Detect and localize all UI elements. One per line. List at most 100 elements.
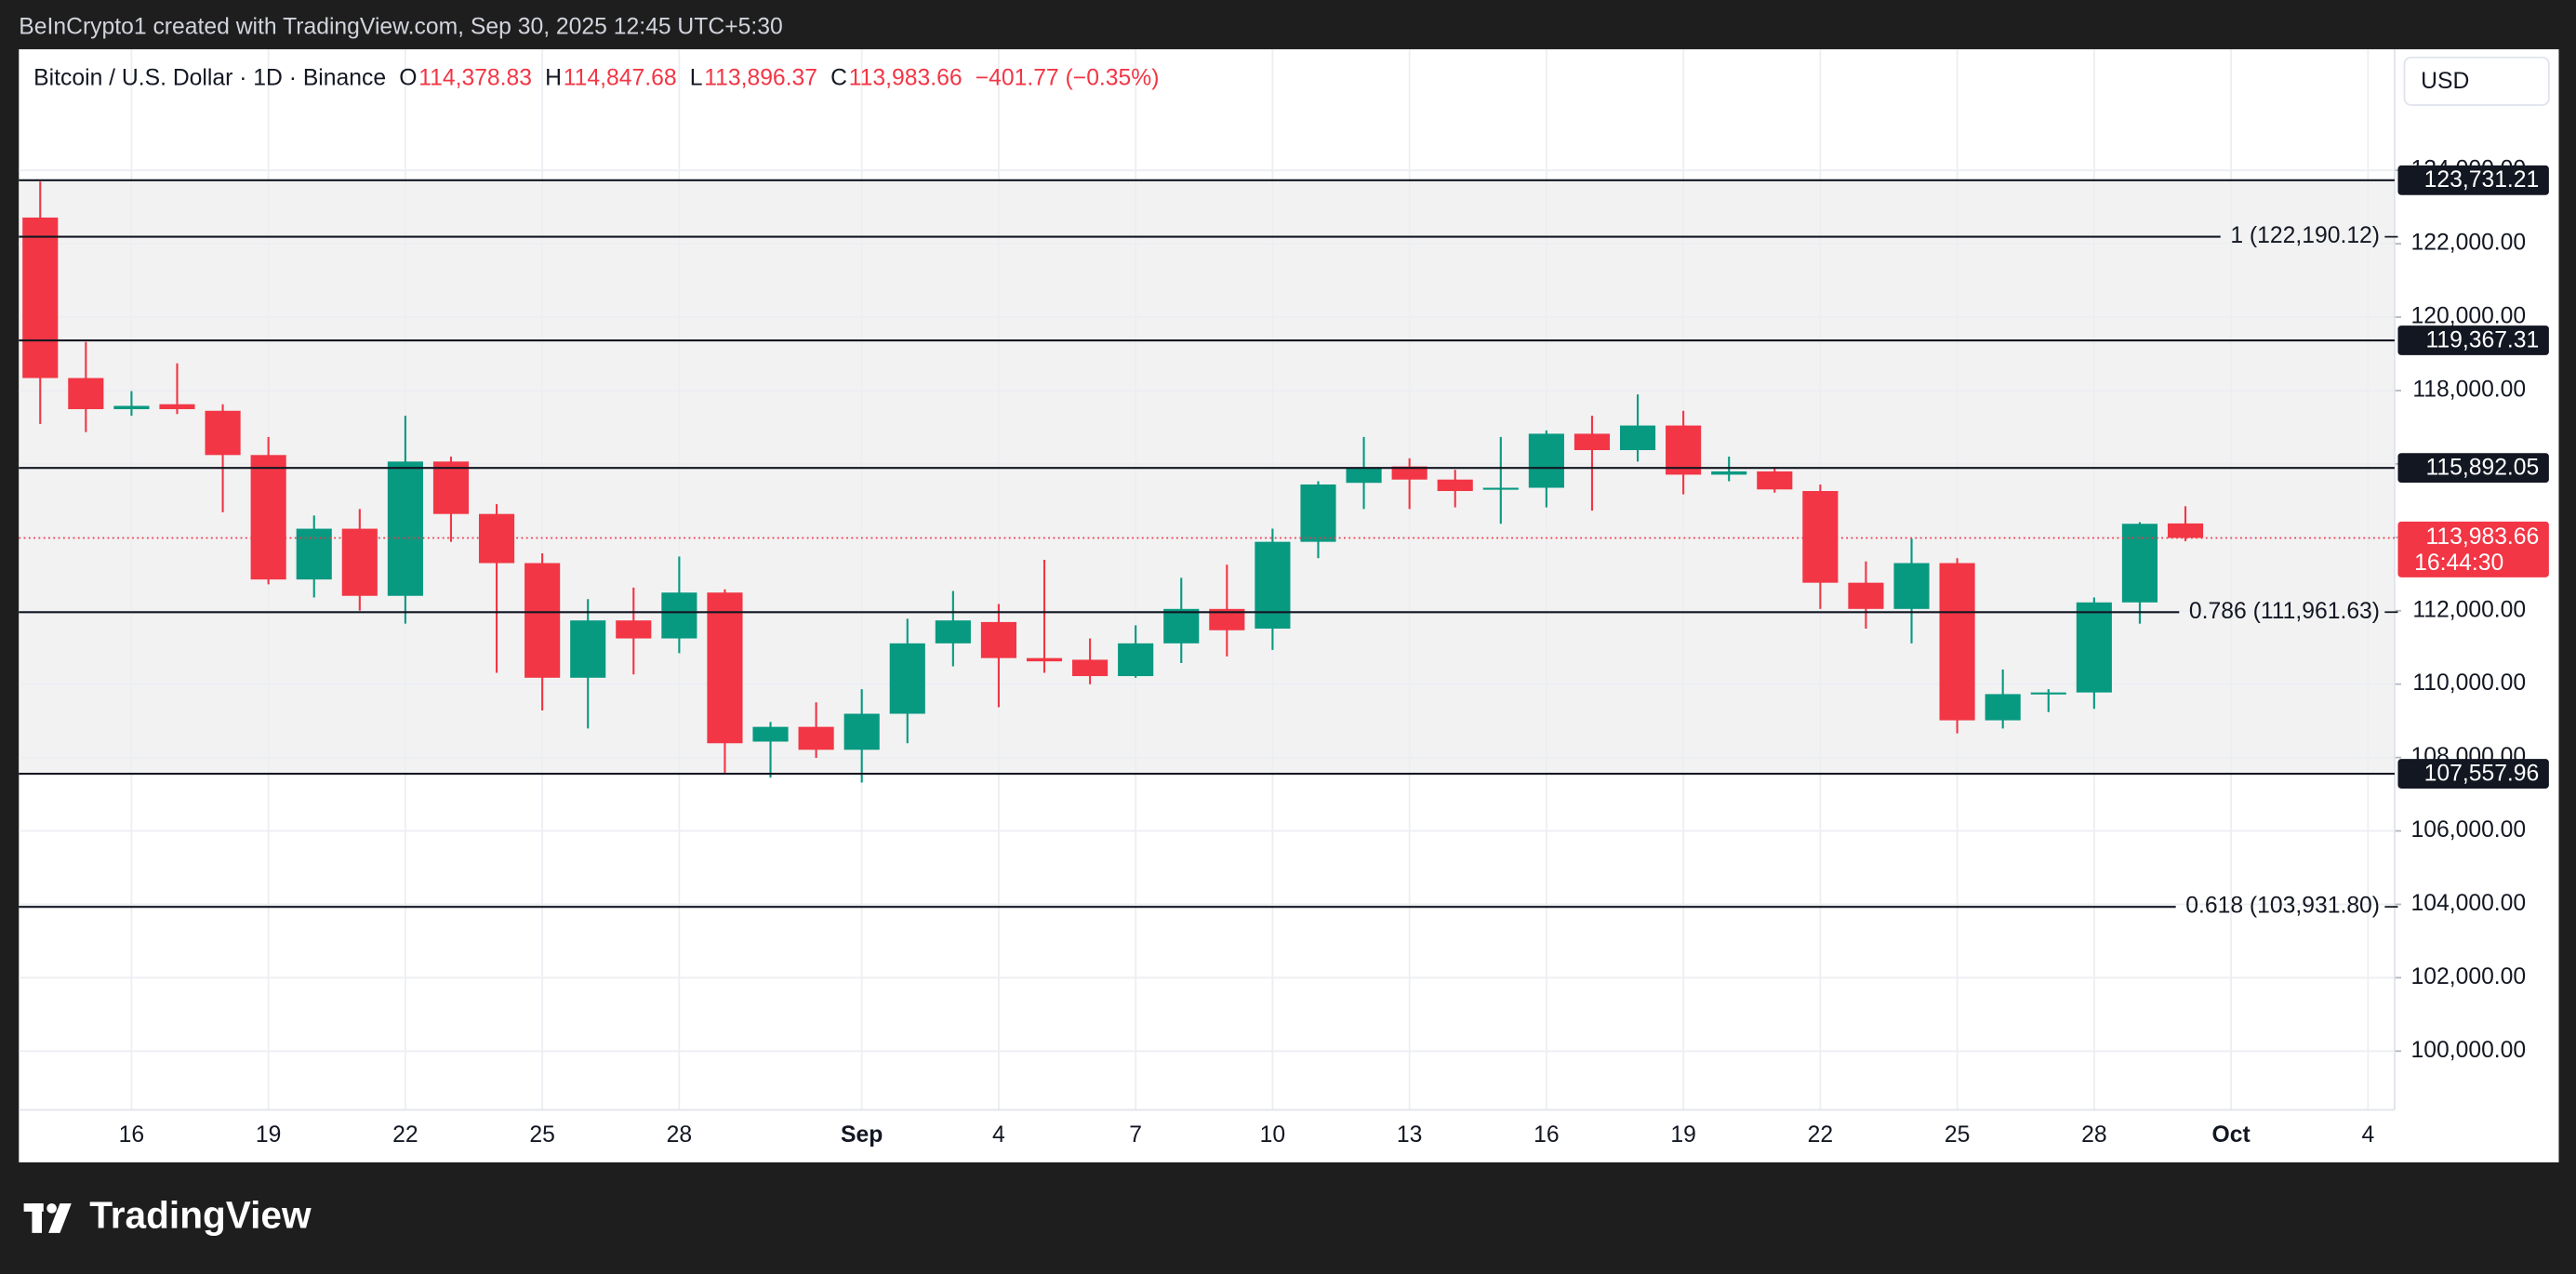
x-tick-label: 7: [1129, 1122, 1142, 1148]
candle-body: [1026, 657, 1063, 662]
candle-body: [1118, 643, 1154, 677]
candle-body: [2076, 602, 2112, 693]
candle-body: [1391, 466, 1427, 480]
candle-body: [250, 455, 286, 580]
candle-body: [22, 217, 59, 378]
candle-body: [205, 410, 241, 456]
currency-button[interactable]: [2403, 56, 2550, 106]
candle-body: [843, 713, 880, 750]
candle-body: [1163, 608, 1200, 644]
ohlc-key: O: [399, 65, 417, 90]
candle-body: [1209, 608, 1245, 630]
y-tick-label: 104,000.00: [2411, 891, 2527, 916]
candle-body: [1346, 468, 1382, 484]
candle-body: [1757, 471, 1793, 490]
candle-body: [387, 461, 423, 596]
candle-body: [1666, 425, 1702, 475]
candle-body: [1939, 563, 1975, 721]
candle-body: [889, 643, 925, 714]
candle-body: [661, 592, 697, 639]
candle-body: [1072, 659, 1109, 677]
candle-body: [1985, 694, 2021, 721]
x-tick-label: 4: [2361, 1122, 2374, 1148]
candle-body: [798, 726, 834, 750]
candle-body: [1619, 425, 1656, 451]
candle-body: [980, 621, 1016, 658]
candle-body: [1848, 582, 1884, 609]
candle-body: [1482, 487, 1519, 490]
level-label-box: [2397, 759, 2549, 789]
level-label-box: [2397, 453, 2549, 484]
level-label: 107,557.96: [2424, 761, 2540, 786]
y-tick-label: 102,000.00: [2411, 964, 2527, 989]
candle-body: [1255, 541, 1291, 629]
x-tick-label: 28: [667, 1122, 692, 1148]
y-tick-label: 106,000.00: [2411, 817, 2527, 843]
candle-body: [524, 563, 561, 678]
level-label: 119,367.31: [2425, 327, 2539, 352]
y-tick-label: 100,000.00: [2411, 1038, 2527, 1063]
y-tick-label: 112,000.00: [2412, 597, 2526, 622]
candle-body: [1300, 484, 1336, 542]
symbol: Bitcoin / U.S. Dollar · 1D · Binance: [33, 65, 386, 90]
y-tick-label: 122,000.00: [2411, 231, 2527, 256]
candle-body: [113, 405, 150, 409]
candle-body: [1893, 563, 1930, 609]
x-tick-label: 16: [119, 1122, 144, 1148]
candle-body: [2121, 524, 2158, 603]
candle-body: [1573, 433, 1611, 451]
currency[interactable]: USD: [2421, 69, 2469, 94]
ohlc-value: 114,378.83: [418, 65, 532, 90]
x-tick-label: 25: [1945, 1122, 1970, 1148]
candle-body: [616, 620, 652, 639]
x-tick-label: 19: [256, 1122, 281, 1148]
fib-label: 0.618 (103,931.80): [2185, 894, 2380, 919]
x-tick-label: 25: [529, 1122, 554, 1148]
logo: [23, 1203, 72, 1233]
ohlc-key: C: [830, 65, 847, 90]
x-tick-label: Sep: [841, 1122, 883, 1148]
x-tick-label: 28: [2081, 1122, 2106, 1148]
candle-body: [935, 620, 971, 644]
fib-label: 1 (122,190.12): [2230, 223, 2380, 248]
candle-body: [296, 528, 332, 580]
candle-body: [1711, 471, 1747, 475]
change: −401.77 (−0.35%): [976, 65, 1160, 90]
candle-body: [432, 461, 470, 514]
candle-body: [2167, 523, 2204, 538]
x-tick-label: 13: [1397, 1122, 1422, 1148]
x-tick-label: 19: [1670, 1122, 1695, 1148]
candle-body: [2030, 692, 2066, 695]
ohlc-key: H: [545, 65, 562, 90]
x-tick-label: 4: [992, 1122, 1005, 1148]
ohlc-value: 113,896.37: [704, 65, 817, 90]
level-label-box: [2397, 165, 2549, 195]
y-tick-label: 120,000.00: [2411, 304, 2527, 329]
candle-body: [707, 592, 743, 744]
last-price-label: 113,983.66: [2425, 524, 2539, 550]
x-tick-label: 22: [1808, 1122, 1833, 1148]
candle-body: [1437, 479, 1473, 492]
candle-body: [570, 620, 606, 678]
level-label: 123,731.21: [2424, 167, 2540, 192]
brand: TradingView: [89, 1194, 312, 1237]
level-label: 115,892.05: [2425, 456, 2539, 481]
candle-body: [159, 404, 195, 409]
candle-body: [1802, 491, 1839, 583]
ohlc-value: 114,847.68: [564, 65, 677, 90]
level-label-box: [2397, 325, 2549, 355]
x-tick-label: 16: [1534, 1122, 1559, 1148]
candle-body: [1528, 433, 1564, 488]
ohlc-value: 113,983.66: [849, 65, 963, 90]
x-tick-label: Oct: [2211, 1122, 2250, 1148]
candle-body: [68, 378, 104, 409]
candle-body: [341, 528, 378, 596]
y-tick-label: 110,000.00: [2412, 670, 2526, 696]
countdown: 16:44:30: [2414, 551, 2503, 576]
x-tick-label: 22: [392, 1122, 418, 1148]
fib-label: 0.786 (111,961.63): [2189, 599, 2380, 624]
last-price-box: [2397, 521, 2549, 577]
candle-body: [752, 726, 789, 742]
attribution: BeInCrypto1 created with TradingView.com…: [19, 15, 782, 40]
